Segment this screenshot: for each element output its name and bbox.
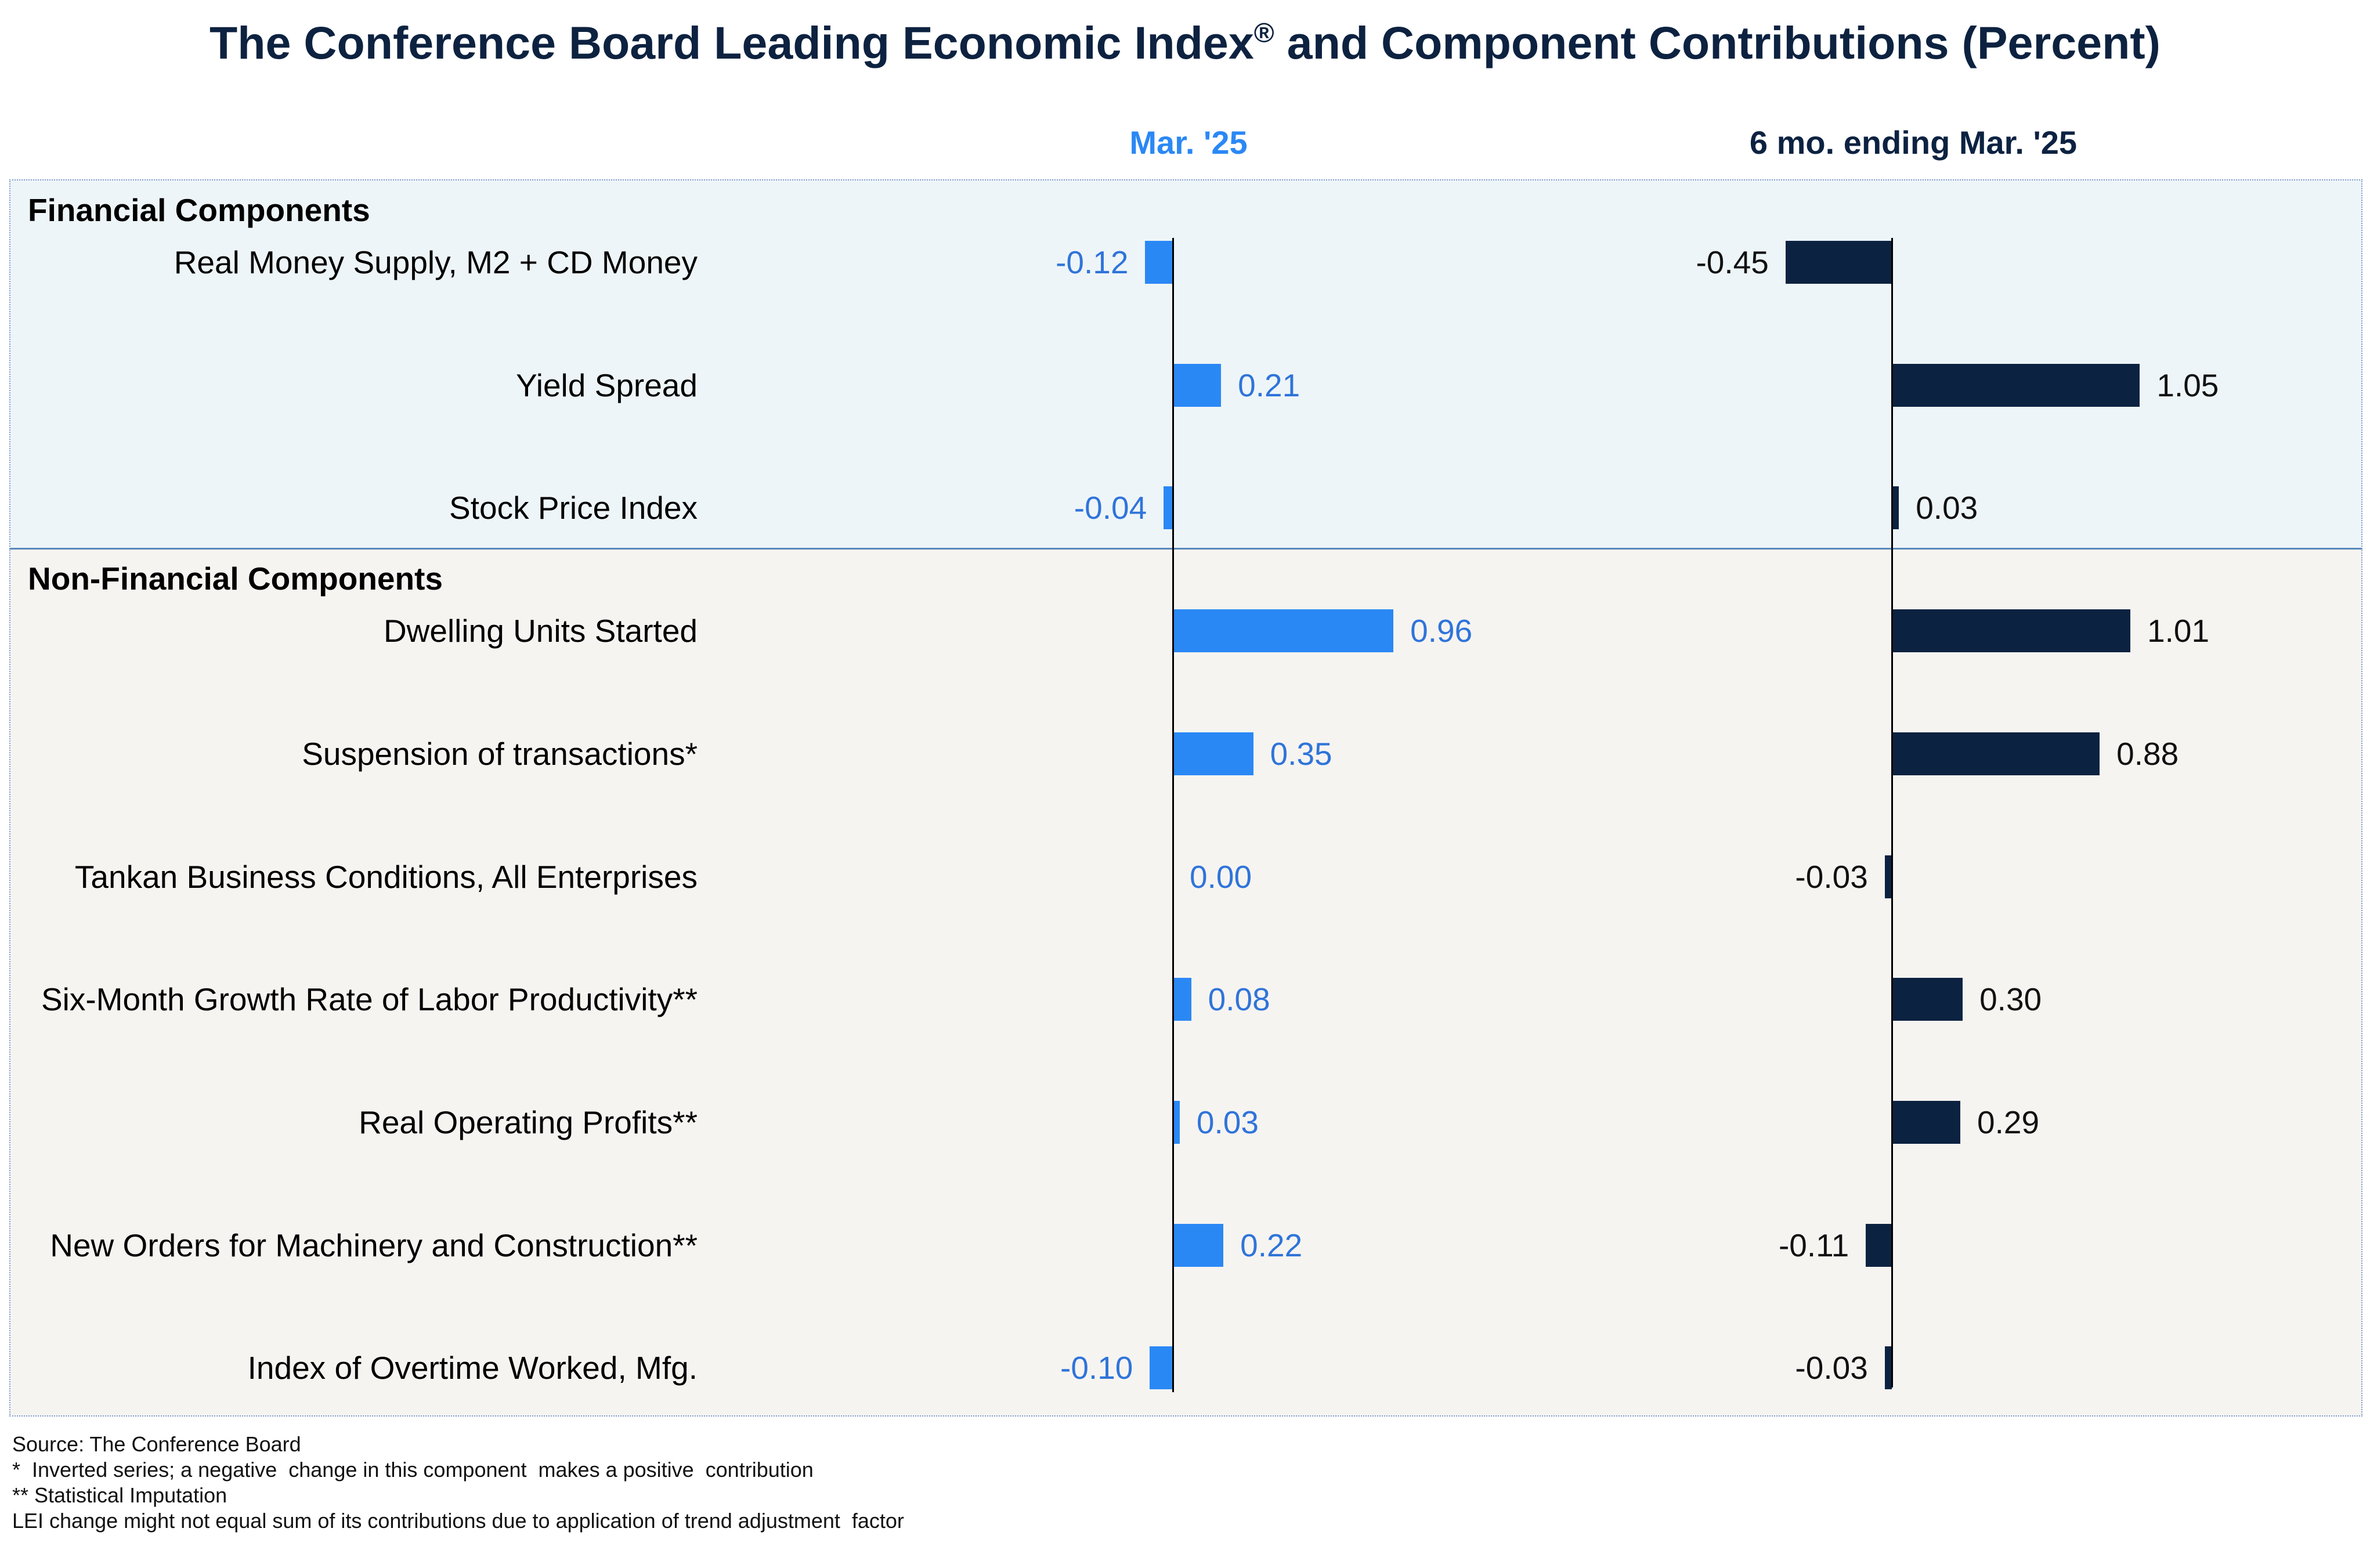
value-label-six-mo: 1.01 xyxy=(2147,613,2210,649)
value-label-mar-25: 0.22 xyxy=(1240,1227,1303,1263)
footnote-inverted-series: * Inverted series; a negative change in … xyxy=(12,1458,814,1482)
footnote-source: Source: The Conference Board xyxy=(12,1432,301,1456)
value-label-mar-25: -0.12 xyxy=(1056,244,1129,280)
components-panel-frame xyxy=(9,179,2362,1417)
value-label-six-mo: 0.30 xyxy=(1979,981,2042,1018)
category-label: Real Money Supply, M2 + CD Money xyxy=(174,244,698,280)
value-label-mar-25: 0.03 xyxy=(1196,1104,1259,1140)
bar-six-mo xyxy=(1892,1100,1961,1144)
category-label: New Orders for Machinery and Constructio… xyxy=(50,1227,698,1263)
section-financial-components xyxy=(9,179,2362,548)
category-label: Stock Price Index xyxy=(449,490,698,526)
title-text-end: and Component Contributions (Percent) xyxy=(1274,17,2161,68)
column-header-mar-25: Mar. '25 xyxy=(1129,124,1248,161)
footnotes: Source: The Conference Board * Inverted … xyxy=(12,1432,904,1534)
bar-six-mo xyxy=(1866,1223,1892,1267)
chart-title: The Conference Board Leading Economic In… xyxy=(0,15,2370,71)
column-header-6-mo-ending: 6 mo. ending Mar. '25 xyxy=(1749,124,2078,161)
category-label: Six-Month Growth Rate of Labor Productiv… xyxy=(41,981,698,1018)
value-label-six-mo: 0.29 xyxy=(1977,1104,2040,1140)
category-label: Suspension of transactions* xyxy=(302,735,698,772)
bar-six-mo xyxy=(1785,241,1892,284)
category-label: Dwelling Units Started xyxy=(383,613,698,649)
bar-mar-25 xyxy=(1150,1346,1173,1390)
bar-six-mo xyxy=(1884,855,1892,898)
value-label-six-mo: 0.88 xyxy=(2116,735,2179,772)
value-label-mar-25: 0.08 xyxy=(1208,981,1270,1018)
bar-mar-25 xyxy=(1173,1223,1224,1267)
bar-mar-25 xyxy=(1173,363,1222,407)
zero-axis-line-mar-25 xyxy=(1172,238,1174,1392)
bar-mar-25 xyxy=(1173,1100,1180,1144)
value-label-mar-25: -0.10 xyxy=(1060,1350,1133,1386)
value-label-mar-25: -0.04 xyxy=(1074,490,1147,526)
bar-mar-25 xyxy=(1173,732,1253,775)
value-label-six-mo: 1.05 xyxy=(2156,367,2219,403)
bar-six-mo xyxy=(1892,732,2100,775)
bar-six-mo xyxy=(1892,978,1963,1021)
bar-six-mo xyxy=(1892,363,2140,407)
bar-six-mo xyxy=(1892,609,2131,653)
category-label: Index of Overtime Worked, Mfg. xyxy=(247,1350,698,1386)
value-label-six-mo: -0.03 xyxy=(1795,858,1868,895)
title-text-start: The Conference Board Leading Economic In… xyxy=(209,17,1254,68)
bar-mar-25 xyxy=(1164,486,1173,530)
value-label-mar-25: 0.00 xyxy=(1190,858,1252,895)
section-label-financial-components: Financial Components xyxy=(28,192,370,228)
value-label-six-mo: -0.03 xyxy=(1795,1350,1868,1386)
category-label: Tankan Business Conditions, All Enterpri… xyxy=(74,858,698,895)
bar-six-mo xyxy=(1892,486,1899,530)
zero-axis-line-six-mo xyxy=(1891,238,1893,1388)
value-label-six-mo: -0.11 xyxy=(1778,1227,1849,1263)
category-label: Yield Spread xyxy=(516,367,698,403)
section-label-non-financial-components: Non-Financial Components xyxy=(28,561,443,597)
value-label-mar-25: 0.96 xyxy=(1410,613,1473,649)
footnote-statistical-imputation: ** Statistical Imputation xyxy=(12,1483,227,1507)
registered-mark: ® xyxy=(1253,17,1274,49)
value-label-mar-25: 0.35 xyxy=(1270,735,1332,772)
category-label: Real Operating Profits** xyxy=(359,1104,698,1140)
bar-mar-25 xyxy=(1173,609,1394,653)
bar-six-mo xyxy=(1884,1346,1892,1390)
bar-mar-25 xyxy=(1145,241,1173,284)
value-label-six-mo: 0.03 xyxy=(1916,490,1978,526)
value-label-six-mo: -0.45 xyxy=(1696,244,1769,280)
footnote-trend-adjustment: LEI change might not equal sum of its co… xyxy=(12,1509,904,1533)
value-label-mar-25: 0.21 xyxy=(1238,367,1300,403)
bar-mar-25 xyxy=(1173,978,1191,1021)
